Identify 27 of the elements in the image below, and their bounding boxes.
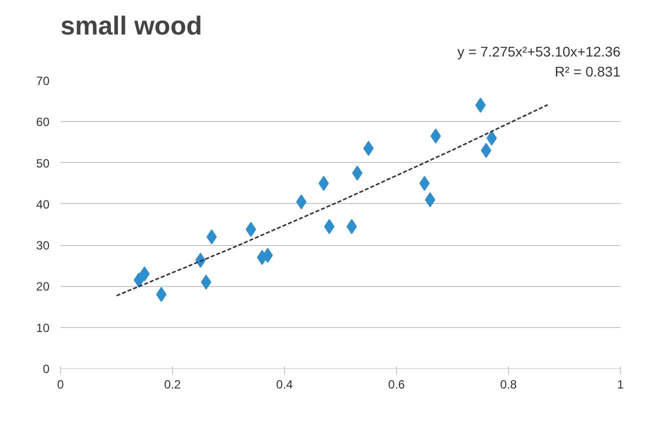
line-series: [116, 104, 548, 296]
point: [134, 272, 144, 288]
x-tick-label: 0.8: [500, 378, 518, 392]
x-tick-label: 1: [617, 378, 624, 392]
text: R² = 0.831: [554, 64, 621, 80]
x-tick-label: 0.4: [276, 378, 294, 392]
text: y = 7.275x²+53.10x+12.36: [457, 44, 621, 60]
x-tick-label: 0.6: [388, 378, 406, 392]
y-tick-label: 30: [36, 238, 50, 253]
y-tick-label: 0: [42, 362, 50, 376]
x-tick-label: 0: [57, 378, 64, 392]
point: [363, 140, 374, 156]
point: [246, 222, 256, 237]
y-tick-label: 60: [36, 115, 50, 130]
x-tick-label: 0.2: [164, 378, 182, 392]
y-tick-label: 40: [36, 197, 50, 212]
y-tick-label: 70: [36, 74, 50, 88]
point: [200, 274, 212, 290]
point: [424, 192, 436, 208]
point: [475, 98, 486, 113]
y-tick-label: 50: [36, 156, 50, 170]
y-tick-label: 10: [36, 320, 50, 335]
y-tick-label: 20: [36, 280, 50, 294]
point: [139, 266, 150, 282]
point: [480, 142, 492, 158]
chart-title: small wood: [60, 10, 202, 40]
point: [419, 176, 430, 191]
